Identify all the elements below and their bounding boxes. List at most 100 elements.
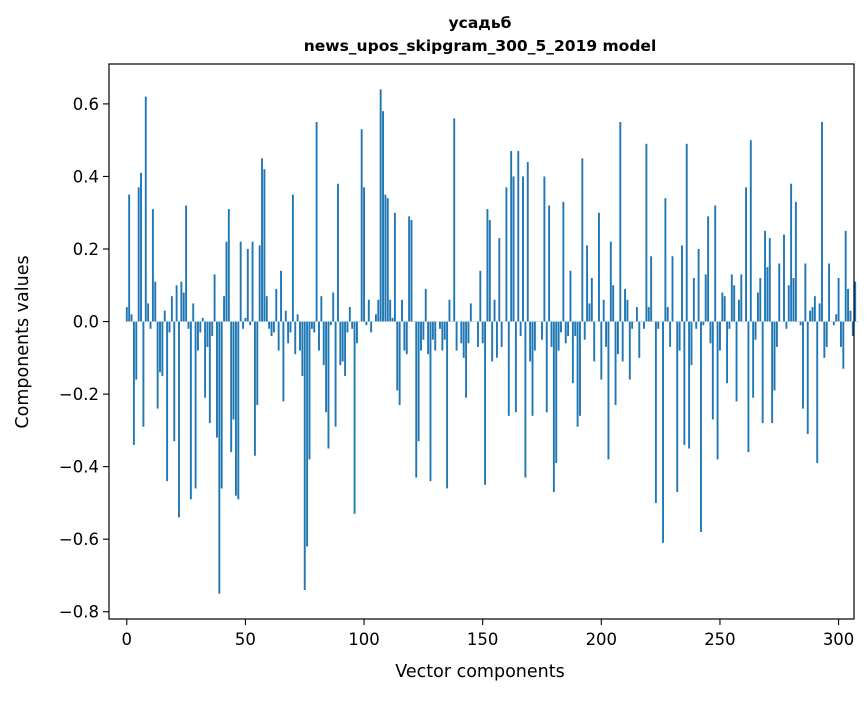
bar-293 — [821, 122, 823, 322]
bar-300 — [838, 278, 840, 322]
bar-232 — [676, 322, 678, 492]
bar-124 — [420, 322, 422, 351]
bar-237 — [688, 322, 690, 449]
bar-50 — [244, 318, 246, 322]
bar-245 — [707, 216, 709, 321]
bar-41 — [223, 296, 225, 321]
bar-233 — [679, 322, 681, 351]
bar-118 — [406, 322, 408, 355]
bar-63 — [275, 289, 277, 322]
bar-11 — [152, 209, 154, 321]
bar-152 — [486, 209, 488, 321]
bar-144 — [468, 322, 470, 344]
bar-113 — [394, 213, 396, 322]
bar-94 — [349, 307, 351, 322]
bar-181 — [555, 322, 557, 463]
bar-122 — [415, 322, 417, 478]
bar-218 — [643, 322, 645, 329]
bar-96 — [354, 322, 356, 514]
bar-226 — [662, 322, 664, 543]
bar-160 — [505, 187, 507, 321]
bar-10 — [150, 322, 152, 329]
bar-304 — [847, 289, 849, 322]
bar-109 — [384, 195, 386, 322]
bar-210 — [624, 289, 626, 322]
bar-266 — [757, 293, 759, 322]
bar-107 — [380, 89, 382, 321]
bar-213 — [631, 322, 633, 329]
bar-13 — [157, 322, 159, 409]
bar-149 — [479, 271, 481, 322]
y-tick-label: 0.4 — [73, 167, 99, 186]
bar-164 — [515, 322, 517, 413]
bar-45 — [233, 322, 235, 420]
bar-272 — [771, 322, 773, 424]
bar-136 — [449, 300, 451, 322]
bar-3 — [133, 322, 135, 445]
bar-163 — [513, 176, 515, 321]
bar-244 — [705, 274, 707, 321]
bar-34 — [207, 322, 209, 347]
bar-295 — [826, 322, 828, 347]
bar-28 — [192, 303, 194, 321]
bar-143 — [465, 322, 467, 398]
bar-183 — [560, 322, 562, 333]
bar-286 — [804, 264, 806, 322]
bar-6 — [140, 173, 142, 322]
bar-36 — [211, 322, 213, 337]
bar-24 — [183, 293, 185, 322]
bar-227 — [664, 198, 666, 321]
bar-182 — [558, 322, 560, 351]
bar-79 — [313, 322, 315, 333]
bar-30 — [197, 322, 199, 351]
bar-204 — [610, 242, 612, 322]
bar-91 — [342, 322, 344, 362]
bar-290 — [814, 296, 816, 321]
bar-93 — [347, 322, 349, 333]
bar-196 — [591, 278, 593, 322]
bar-103 — [370, 322, 372, 333]
bar-55 — [256, 322, 258, 405]
bar-189 — [574, 322, 576, 337]
bar-301 — [840, 322, 842, 347]
bar-193 — [584, 322, 586, 340]
bar-239 — [693, 278, 695, 322]
bar-49 — [242, 322, 244, 329]
bar-68 — [287, 322, 289, 344]
bar-99 — [361, 129, 363, 321]
bar-84 — [325, 322, 327, 413]
bar-197 — [593, 322, 595, 362]
bar-188 — [572, 322, 574, 384]
bar-48 — [240, 242, 242, 322]
bar-279 — [788, 285, 790, 321]
bar-241 — [698, 249, 700, 322]
y-tick-label: −0.8 — [59, 603, 99, 622]
bar-90 — [339, 322, 341, 366]
bar-185 — [565, 322, 567, 344]
bar-305 — [849, 311, 851, 322]
bar-21 — [176, 285, 178, 321]
bar-184 — [562, 202, 564, 322]
bar-251 — [721, 293, 723, 322]
bar-178 — [548, 205, 550, 321]
bar-285 — [802, 322, 804, 409]
bar-287 — [807, 322, 809, 434]
bar-20 — [173, 322, 175, 442]
bar-22 — [178, 322, 180, 518]
x-tick-label: 300 — [823, 630, 855, 649]
bar-240 — [695, 322, 697, 329]
bar-265 — [755, 322, 757, 340]
bar-77 — [309, 322, 311, 460]
bar-26 — [188, 322, 190, 329]
y-tick-label: −0.2 — [59, 385, 99, 404]
bar-76 — [306, 322, 308, 547]
bar-249 — [717, 322, 719, 460]
y-axis-label: Components values — [13, 255, 33, 428]
bar-115 — [399, 322, 401, 405]
chart-title-word: усадьб — [449, 14, 512, 32]
bar-186 — [567, 322, 569, 337]
y-tick-label: 0.0 — [73, 313, 99, 332]
bar-16 — [164, 311, 166, 322]
bar-195 — [589, 303, 591, 321]
